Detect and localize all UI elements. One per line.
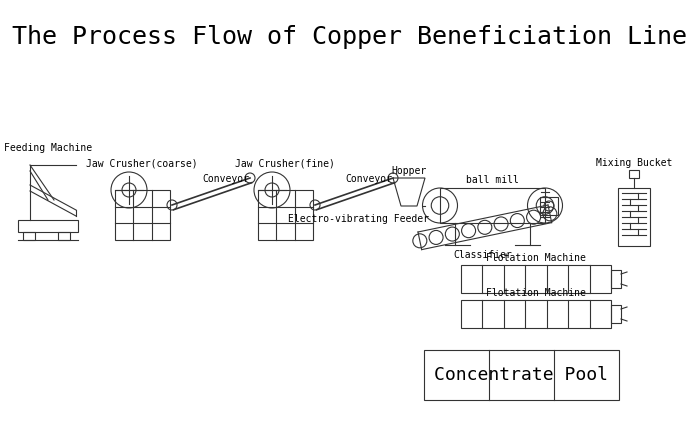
Bar bbox=[461, 265, 611, 293]
Text: Concentrate Pool: Concentrate Pool bbox=[435, 366, 608, 384]
Text: Flotation Machine: Flotation Machine bbox=[486, 288, 586, 298]
Text: Electro-vibrating Feeder: Electro-vibrating Feeder bbox=[288, 213, 430, 224]
Text: Conveyor: Conveyor bbox=[346, 173, 393, 184]
Bar bbox=[611, 305, 621, 323]
Text: Jaw Crusher(fine): Jaw Crusher(fine) bbox=[235, 158, 335, 168]
Text: ball mill: ball mill bbox=[466, 175, 519, 185]
Text: Jaw Crusher(coarse): Jaw Crusher(coarse) bbox=[86, 158, 198, 168]
Bar bbox=[115, 190, 170, 240]
Text: Classifier: Classifier bbox=[454, 250, 512, 260]
Text: Mixing Bucket: Mixing Bucket bbox=[596, 158, 672, 168]
Bar bbox=[424, 350, 619, 400]
Bar bbox=[629, 170, 639, 178]
Text: Flotation Machine: Flotation Machine bbox=[486, 253, 586, 263]
Bar bbox=[461, 300, 611, 328]
Bar bbox=[258, 190, 313, 240]
Text: Hopper: Hopper bbox=[391, 166, 426, 176]
Bar bbox=[23, 232, 35, 240]
Bar bbox=[18, 220, 78, 232]
Text: Feeding Machine: Feeding Machine bbox=[4, 143, 92, 153]
Text: The Process Flow of Copper Beneficiation Line: The Process Flow of Copper Beneficiation… bbox=[13, 25, 687, 49]
Bar bbox=[618, 188, 650, 246]
Text: Conveyor: Conveyor bbox=[202, 173, 249, 184]
Bar bbox=[611, 270, 621, 288]
Bar bbox=[540, 197, 558, 215]
Bar bbox=[440, 188, 545, 223]
Bar bbox=[58, 232, 70, 240]
